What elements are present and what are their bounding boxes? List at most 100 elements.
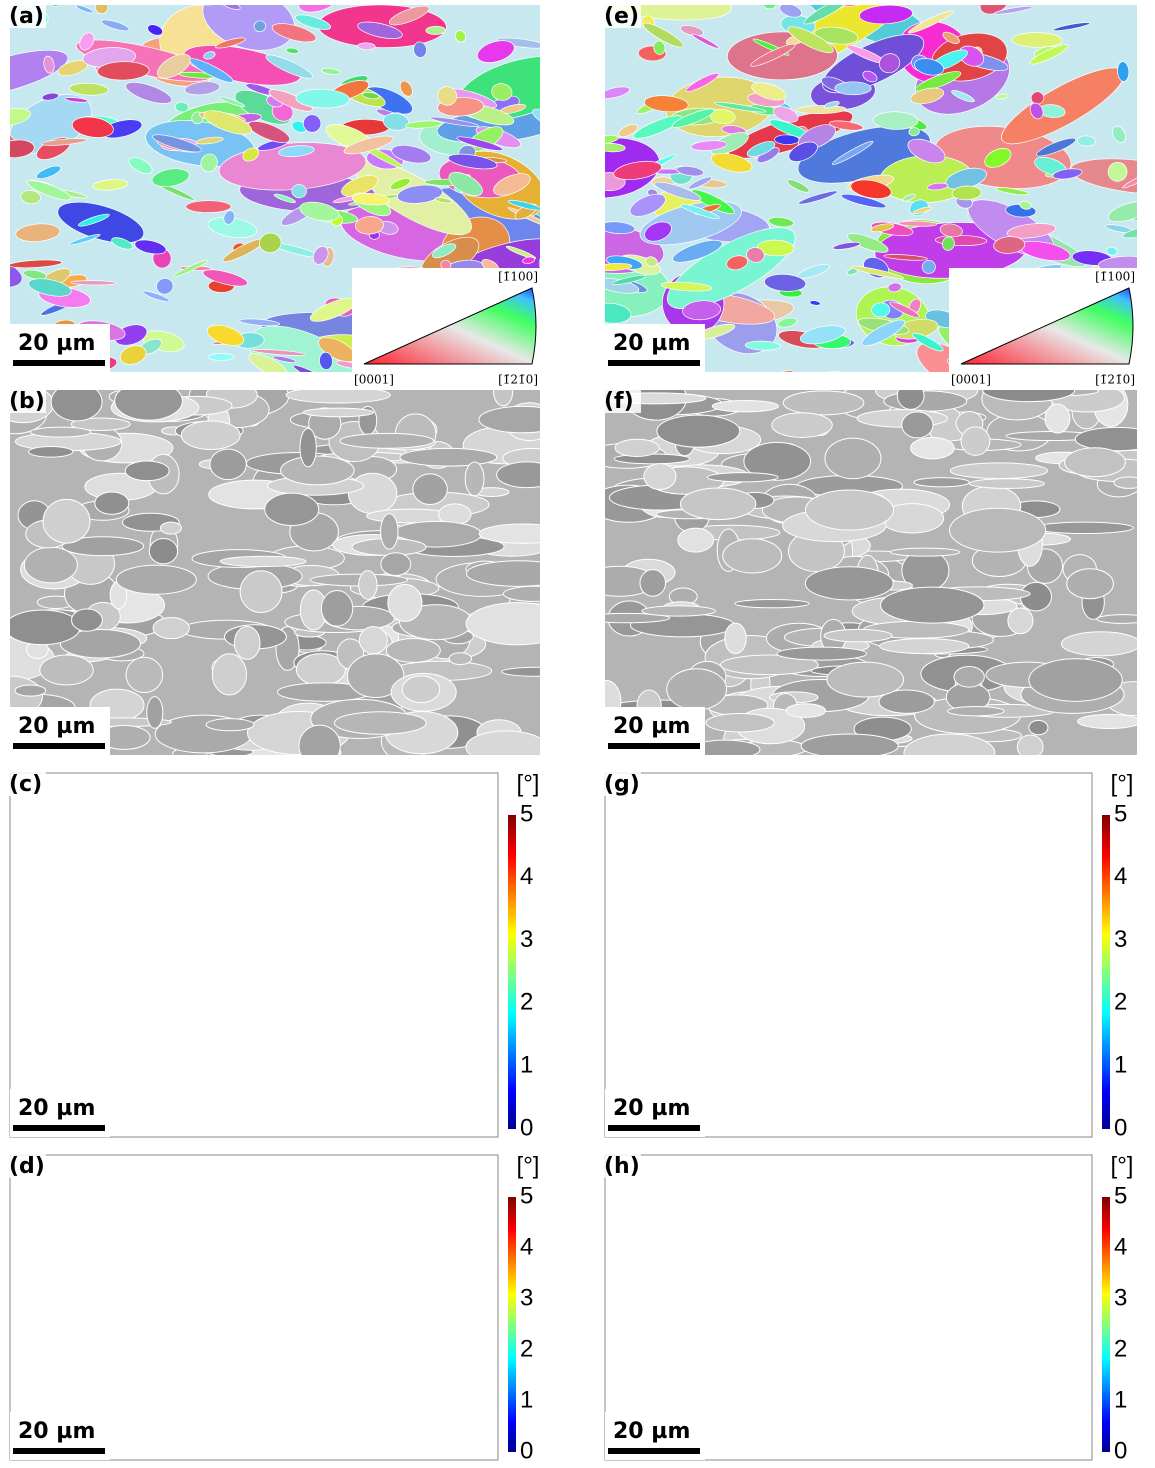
grain: [1067, 569, 1114, 599]
colorbar-tick: 3: [520, 926, 533, 953]
colorbar-tick: 3: [1114, 926, 1127, 953]
grain: [763, 0, 776, 9]
grain: [300, 428, 316, 466]
grain: [303, 408, 373, 417]
grain: [466, 561, 569, 587]
grain: [644, 464, 676, 490]
panel-label: (g): [604, 772, 640, 797]
grain: [914, 478, 969, 487]
grain: [160, 522, 181, 534]
panel-label: (h): [604, 1154, 640, 1179]
grain: [805, 567, 893, 600]
colorbar-unit: [°]: [1111, 770, 1134, 797]
panel-label: (c): [9, 772, 42, 797]
grain: [884, 391, 967, 411]
map-bg: [605, 773, 1092, 1137]
grain: [824, 629, 892, 641]
grain: [43, 499, 90, 543]
grain: [334, 712, 426, 735]
colorbar-tick: 4: [520, 1233, 533, 1260]
grain: [449, 653, 472, 665]
grain: [642, 606, 716, 616]
grain: [1114, 477, 1144, 489]
grain: [132, 0, 150, 4]
ipf-top: [1̄100]: [498, 270, 538, 284]
grain: [413, 474, 447, 505]
grain: [1029, 659, 1122, 702]
grain: [897, 382, 924, 410]
grain: [400, 448, 497, 466]
grain: [359, 627, 387, 654]
grain: [15, 685, 46, 696]
panel: (b)20 µm: [0, 374, 569, 766]
panel-label: (f): [604, 389, 634, 414]
grain: [234, 626, 260, 659]
scale-bar-text: 20 µm: [18, 714, 95, 739]
scale-bar: [13, 743, 105, 749]
scale-bar: [608, 1125, 700, 1131]
grain: [1008, 608, 1033, 634]
grain: [801, 734, 898, 758]
grain: [827, 662, 904, 697]
scale-bar: [608, 743, 700, 749]
grain: [72, 609, 103, 631]
grain: [1029, 720, 1048, 734]
colorbar-unit: [°]: [517, 770, 540, 797]
grain: [175, 102, 189, 113]
grain: [712, 400, 778, 411]
grain: [426, 26, 446, 35]
colorbar: [1102, 815, 1110, 1129]
grain: [678, 528, 714, 552]
map-bg: [10, 773, 498, 1137]
grain: [670, 370, 718, 390]
scale-bar-text: 20 µm: [18, 331, 95, 356]
grain: [116, 565, 196, 594]
panel: (h)20 µm[°]012345: [578, 1145, 1136, 1464]
colorbar-tick: 0: [1114, 1114, 1127, 1141]
grain: [126, 657, 163, 692]
colorbar: [508, 815, 516, 1129]
colorbar: [508, 1197, 516, 1452]
grain: [5, 610, 80, 645]
colorbar-tick: 3: [1114, 1284, 1127, 1311]
grain: [1078, 714, 1142, 728]
scale-bar: [608, 1448, 700, 1454]
colorbar-tick: 1: [520, 1386, 533, 1413]
grain: [340, 433, 434, 448]
scale-bar-text: 20 µm: [18, 1419, 95, 1444]
grain: [825, 438, 881, 479]
scale-bar-text: 20 µm: [613, 331, 690, 356]
grain: [479, 524, 567, 543]
grain: [1075, 427, 1155, 450]
grain: [321, 591, 352, 627]
grain: [707, 473, 778, 482]
grain: [497, 462, 558, 488]
grain: [723, 539, 782, 573]
colorbar-tick: 5: [520, 800, 533, 827]
grain: [890, 548, 960, 556]
colorbar-tick: 5: [1114, 1182, 1127, 1209]
grain: [147, 697, 163, 729]
panel: (g)20 µm[°]012345: [582, 770, 1134, 1151]
colorbar-unit: [°]: [1111, 1152, 1134, 1179]
ipf-left: [0001]: [951, 373, 991, 387]
scale-bar-text: 20 µm: [613, 1419, 690, 1444]
grain: [961, 427, 990, 455]
colorbar-tick: 0: [1114, 1437, 1127, 1464]
scale-bar-text: 20 µm: [613, 714, 690, 739]
grain: [388, 584, 422, 621]
panel-label: (e): [604, 4, 639, 29]
colorbar-tick: 4: [1114, 863, 1127, 890]
grain: [30, 427, 91, 437]
grain: [299, 725, 340, 766]
grain: [1061, 632, 1140, 656]
grain: [206, 719, 254, 731]
grain: [1035, 522, 1133, 533]
grain: [948, 706, 1005, 715]
grain: [181, 421, 240, 449]
colorbar-tick: 1: [520, 1052, 533, 1079]
ipf-top: [1̄100]: [1095, 270, 1135, 284]
ipf-right: [1̄21̄0]: [1095, 373, 1135, 387]
grain: [880, 587, 984, 623]
